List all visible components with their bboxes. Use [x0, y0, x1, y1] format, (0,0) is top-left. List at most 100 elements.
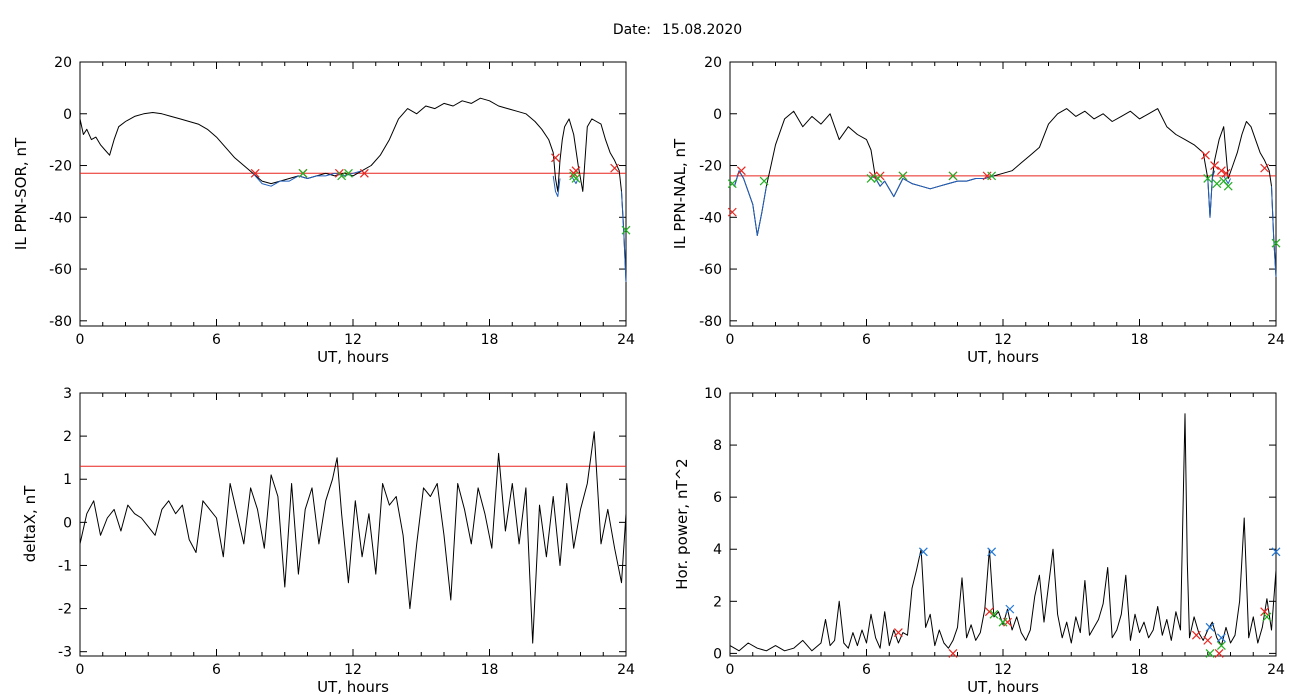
y-tick-label: -80 [699, 314, 722, 330]
panel-ppn-sor: 0 6 12 18 24 20 0 -20 -40 -60 -80 UT, hours IL PPN… [12, 55, 635, 366]
y-tick-label: -2 [58, 602, 72, 618]
cross-marker [359, 168, 369, 178]
series-line [79, 431, 627, 644]
cross-marker [727, 179, 737, 189]
cross-marker [1205, 648, 1215, 658]
cross-marker [1203, 174, 1213, 183]
cross-marker [998, 617, 1008, 627]
series-line [729, 413, 1277, 652]
y-tick-label: 20 [54, 55, 72, 71]
y-tick-label: 0 [713, 646, 722, 662]
x-tick-label: 24 [1267, 662, 1285, 678]
panel-ppn-nal: 0 6 12 18 24 20 0 -20 -40 -60 -80 UT, hours IL PPN… [671, 55, 1285, 366]
x-tick-label: 12 [994, 332, 1012, 348]
x-tick-label: 6 [862, 662, 871, 678]
y-tick-label: -20 [49, 159, 72, 175]
cross-marker [1212, 179, 1222, 189]
series-line [729, 108, 1277, 277]
cross-marker [948, 648, 958, 658]
y-tick-label: 1 [63, 472, 72, 488]
cross-marker [759, 176, 769, 186]
cross-marker [1271, 238, 1281, 248]
series-line [79, 97, 627, 283]
cross-marker [984, 607, 994, 617]
cross-marker [1260, 163, 1270, 173]
cross-marker [1260, 607, 1270, 617]
y-tick-label: 2 [63, 429, 72, 445]
plot-frame [79, 61, 627, 327]
plot-content: 0 6 12 18 24 10 8 6 4 2 0 [704, 386, 1285, 678]
cross-marker [1216, 641, 1226, 651]
cross-marker [344, 168, 353, 178]
x-tick-label: 24 [617, 662, 635, 678]
cross-marker [948, 171, 958, 181]
series-line [552, 175, 561, 198]
y-tick-label: 10 [704, 386, 722, 402]
x-tick-label: 12 [994, 662, 1012, 678]
cross-marker [1201, 150, 1210, 160]
y-tick-label: 8 [713, 438, 722, 454]
x-tick-label: 18 [1131, 662, 1149, 678]
y-tick-label: 0 [63, 515, 72, 531]
plot-frame [729, 61, 1277, 327]
cross-marker [987, 547, 997, 557]
cross-marker [898, 171, 908, 181]
y-tick-label: -60 [49, 262, 72, 278]
cross-marker [1203, 635, 1213, 645]
x-tick-label: 6 [862, 332, 871, 348]
cross-marker [1205, 622, 1215, 632]
cross-marker [1191, 630, 1201, 640]
series-line [729, 170, 767, 236]
cross-marker [866, 174, 876, 183]
plot-content: 0 6 12 18 24 3 2 1 0 -1 -2 -3 [58, 386, 635, 678]
date-value: 15.08.2020 [662, 22, 742, 38]
x-tick-label: 12 [344, 332, 362, 348]
y-tick-label: -40 [49, 210, 72, 226]
cross-marker [1005, 604, 1015, 614]
x-tick-label: 18 [481, 332, 499, 348]
cross-marker [987, 171, 997, 181]
cross-marker [337, 171, 347, 181]
y-tick-label: 0 [63, 107, 72, 123]
x-axis-label: UT, hours [317, 348, 389, 366]
x-tick-label: 0 [726, 332, 735, 348]
cross-marker [610, 163, 620, 173]
x-tick-label: 0 [76, 662, 85, 678]
cross-marker [873, 174, 883, 183]
cross-marker [621, 225, 631, 235]
cross-marker [727, 207, 737, 217]
y-tick-label: 0 [713, 107, 722, 123]
cross-marker [571, 174, 581, 183]
y-tick-label: 3 [63, 386, 72, 402]
y-tick-label: 2 [713, 594, 722, 610]
y-tick-label: -80 [49, 314, 72, 330]
x-tick-label: 24 [1267, 332, 1285, 348]
cross-marker [989, 609, 999, 619]
series-line [1207, 170, 1216, 218]
cross-marker [1216, 166, 1226, 176]
x-axis-label: UT, hours [967, 678, 1039, 696]
x-tick-label: 0 [726, 662, 735, 678]
x-tick-label: 18 [481, 662, 499, 678]
cross-marker [250, 168, 260, 178]
cross-marker [736, 166, 746, 176]
plot-content: 0 6 12 18 24 20 0 -20 -40 -60 -80 [699, 55, 1285, 348]
y-tick-label: 6 [713, 490, 722, 506]
cross-marker [571, 166, 581, 176]
y-tick-label: -3 [58, 645, 72, 661]
y-axis-label: deltaX, nT [21, 485, 39, 562]
y-tick-label: 4 [713, 542, 722, 558]
cross-marker [893, 628, 903, 637]
y-tick-label: -60 [699, 262, 722, 278]
figure-header: Date: 15.08.2020 [613, 22, 742, 38]
y-axis-label: IL PPN-NAL, nT [671, 138, 689, 249]
cross-marker [551, 153, 560, 163]
y-axis-label: IL PPN-SOR, nT [12, 137, 30, 250]
x-tick-label: 12 [344, 662, 362, 678]
series-line [1271, 186, 1277, 277]
x-tick-label: 0 [76, 332, 85, 348]
cross-marker [1210, 161, 1219, 170]
y-tick-label: -1 [58, 558, 72, 574]
panel-deltax: 0 6 12 18 24 3 2 1 0 -1 -2 -3 UT, hours deltaX, nT [21, 386, 635, 696]
